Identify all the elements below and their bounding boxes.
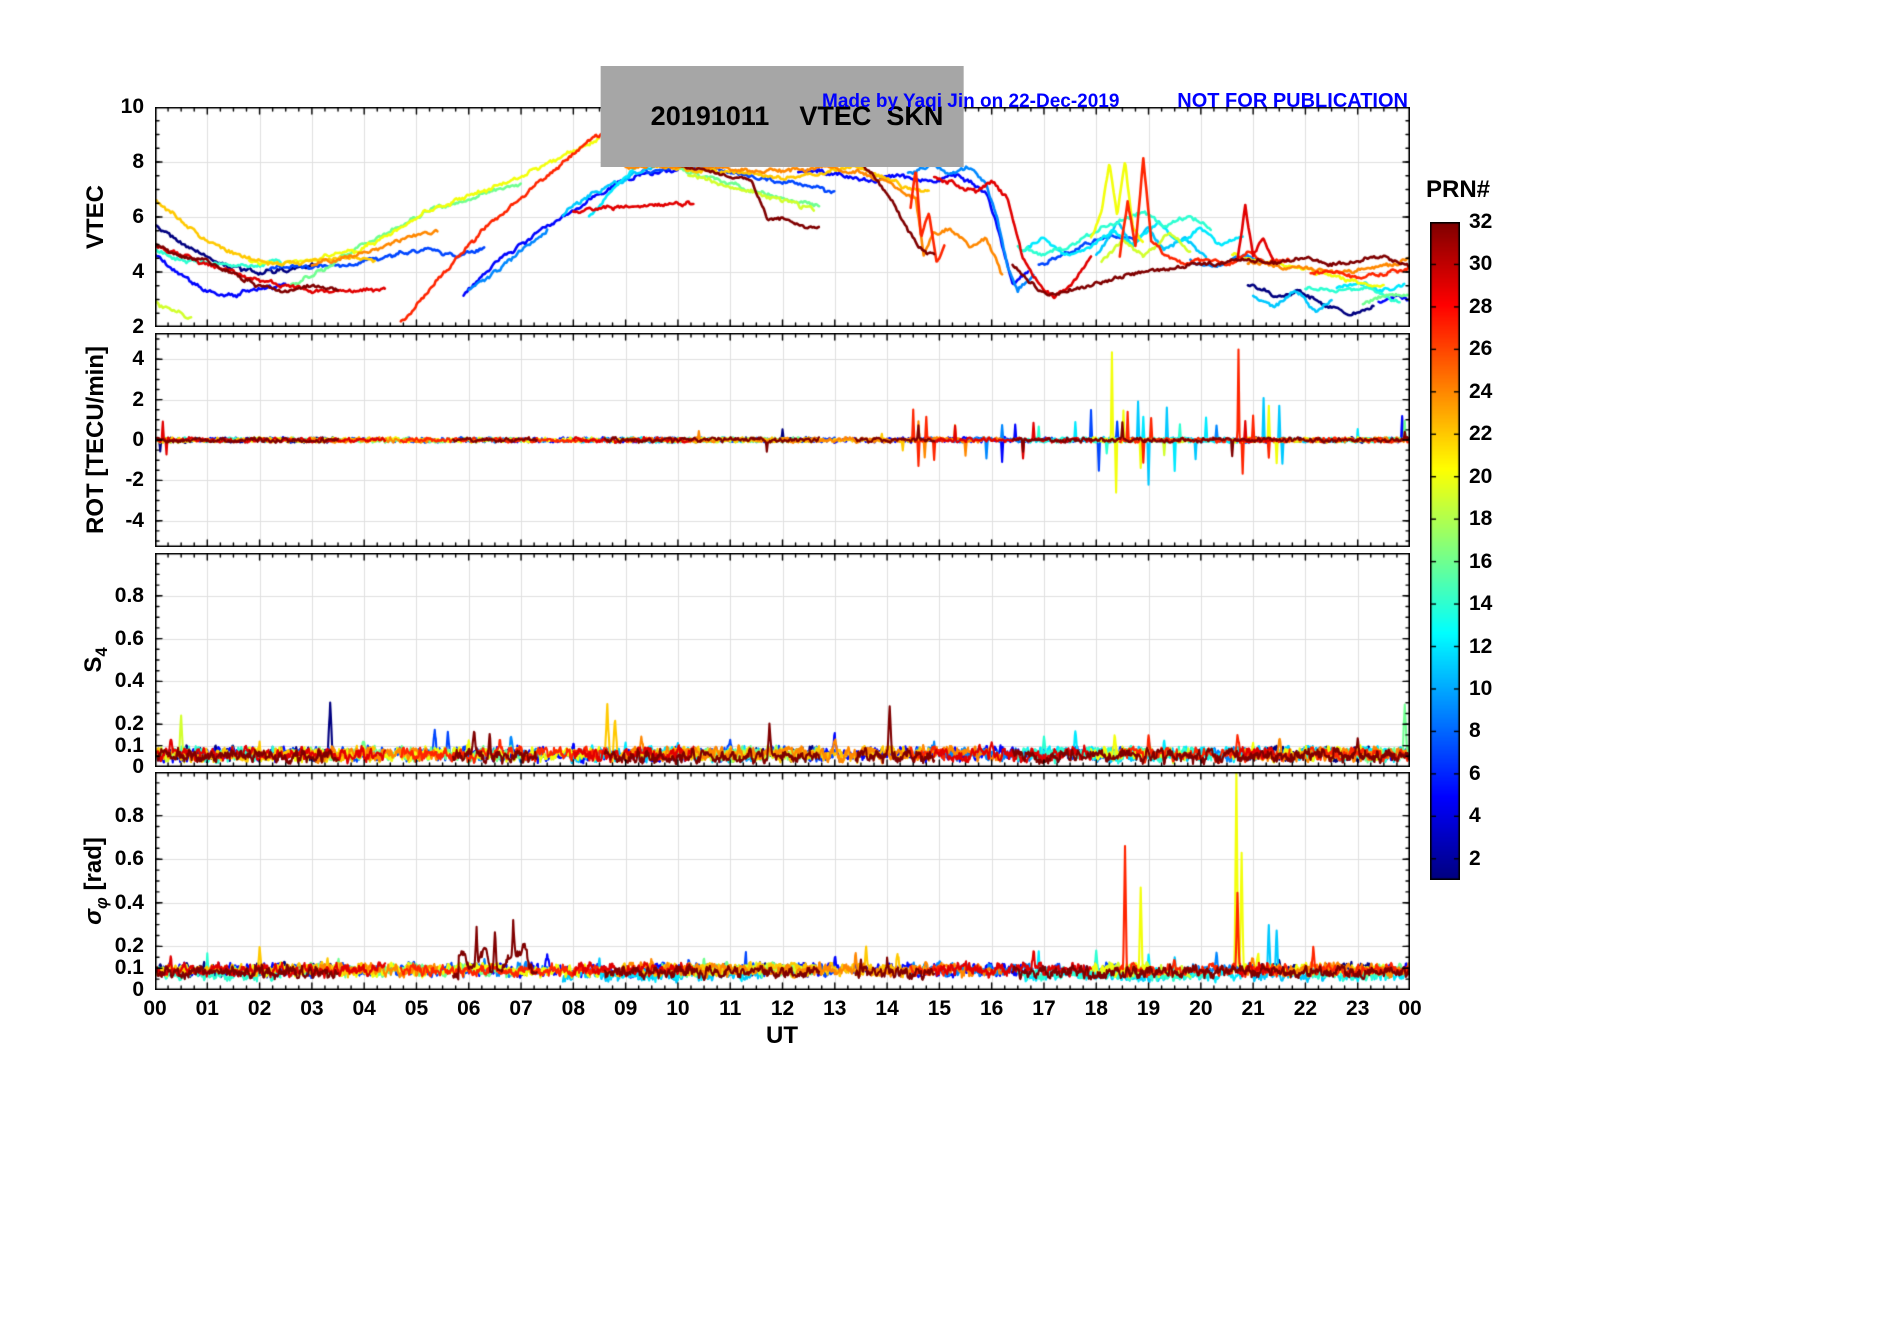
y-axis-label-part: S (80, 656, 108, 673)
s4-y-axis-label: S4 (80, 647, 112, 672)
colorbar-tick-label: 14 (1469, 592, 1493, 616)
sigma-y-tick-label: 0.1 (114, 956, 144, 980)
y-axis-label-part: φ (91, 897, 111, 909)
colorbar-tick-label: 28 (1469, 294, 1493, 318)
x-tick-label: 21 (1241, 997, 1265, 1020)
s4-y-tick-label: 0.2 (114, 712, 144, 736)
rot-y-tick-label: -4 (125, 508, 144, 532)
x-tick-label: 13 (823, 997, 847, 1020)
plot-title-text: 20191011 VTEC SKN (650, 101, 944, 131)
vtec-y-tick-label: 6 (132, 205, 144, 228)
colorbar-tick-label: 32 (1469, 210, 1493, 233)
x-tick-label: 05 (404, 997, 429, 1020)
rot-panel-canvas (155, 333, 1410, 547)
colorbar-tick-label: 24 (1469, 379, 1493, 403)
rot-y-tick-label: 4 (132, 347, 144, 371)
x-tick-label: 17 (1032, 997, 1056, 1020)
plot-title: 20191011 VTEC SKN (600, 66, 964, 167)
made-by-note: Made by Yaqi Jin on 22-Dec-2019 (822, 91, 1120, 112)
x-tick-label: 19 (1136, 997, 1161, 1020)
sigma-y-tick-label: 0.8 (114, 803, 144, 827)
y-axis-label-part: VTEC (82, 184, 109, 250)
x-tick-label: 03 (300, 997, 324, 1020)
colorbar-tick-label: 16 (1469, 549, 1493, 573)
x-tick-label: 00 (1398, 997, 1422, 1020)
x-tick-label: 20 (1189, 997, 1213, 1020)
x-tick-label: 08 (561, 997, 586, 1020)
x-tick-label: 14 (875, 997, 899, 1020)
colorbar-tick-label: 22 (1469, 422, 1493, 446)
x-tick-label: 11 (719, 997, 742, 1020)
sigma-phi-panel-canvas (155, 772, 1410, 990)
y-axis-label-part: 4 (91, 647, 111, 657)
colorbar-tick-label: 18 (1469, 507, 1493, 531)
sigma-y-tick-label: 0 (132, 978, 144, 1001)
x-tick-label: 18 (1084, 997, 1108, 1020)
x-tick-label: 12 (770, 997, 795, 1020)
colorbar-tick-label: 12 (1469, 634, 1493, 658)
colorbar-tick-label: 4 (1469, 804, 1481, 828)
colorbar-tick-label: 8 (1469, 719, 1481, 743)
x-tick-label: 07 (509, 997, 533, 1020)
colorbar-tick-label: 20 (1469, 464, 1493, 488)
s4-y-tick-label: 0.8 (114, 583, 144, 607)
vtec-y-axis-label: VTEC (82, 185, 110, 249)
s4-y-tick-label: 0.4 (114, 669, 144, 693)
x-tick-label: 01 (195, 997, 219, 1020)
colorbar-tick-label: 30 (1469, 252, 1493, 276)
colorbar-title: PRN# (1426, 176, 1491, 203)
vtec-y-tick-label: 10 (120, 95, 144, 118)
sigma-phi-y-axis-label: σφ [rad] (80, 837, 112, 925)
vtec-y-tick-label: 8 (132, 150, 144, 173)
colorbar-tick-label: 26 (1469, 337, 1493, 361)
sigma-y-tick-label: 0.6 (114, 847, 144, 871)
x-tick-label: 10 (666, 997, 690, 1020)
y-axis-label-part: ROT [TECU/min] (82, 346, 109, 534)
colorbar-tick-label: 6 (1469, 761, 1481, 785)
vtec-y-tick-label: 4 (132, 260, 144, 283)
s4-y-tick-label: 0.1 (114, 733, 144, 757)
y-axis-label-part: σ (80, 908, 108, 925)
x-axis-label: UT (766, 1022, 798, 1049)
colorbar-tick-label: 10 (1469, 676, 1493, 700)
rot-y-tick-label: 2 (132, 387, 144, 411)
rot-y-tick-label: -2 (125, 468, 144, 492)
s4-panel-canvas (155, 553, 1410, 767)
x-tick-label: 15 (927, 997, 952, 1020)
rot-y-tick-label: 0 (132, 428, 144, 451)
sigma-y-tick-label: 0.2 (114, 934, 144, 958)
y-axis-label-part: [rad] (80, 837, 108, 898)
x-tick-label: 16 (979, 997, 1004, 1020)
vtec-y-tick-label: 2 (132, 315, 144, 338)
x-tick-label: 06 (457, 997, 481, 1020)
colorbar-tick-label: 2 (1469, 846, 1481, 870)
colorbar-canvas (1430, 222, 1460, 880)
s4-y-tick-label: 0 (132, 755, 144, 778)
not-for-publication-note: NOT FOR PUBLICATION (1177, 90, 1408, 112)
x-tick-label: 00 (143, 997, 167, 1020)
sigma-y-tick-label: 0.4 (114, 890, 144, 914)
x-tick-label: 09 (613, 997, 638, 1020)
x-tick-label: 22 (1293, 997, 1318, 1020)
x-tick-label: 02 (247, 997, 272, 1020)
x-tick-label: 04 (352, 997, 376, 1020)
x-tick-label: 23 (1346, 997, 1370, 1020)
rot-y-axis-label: ROT [TECU/min] (82, 346, 110, 534)
s4-y-tick-label: 0.6 (114, 626, 144, 650)
